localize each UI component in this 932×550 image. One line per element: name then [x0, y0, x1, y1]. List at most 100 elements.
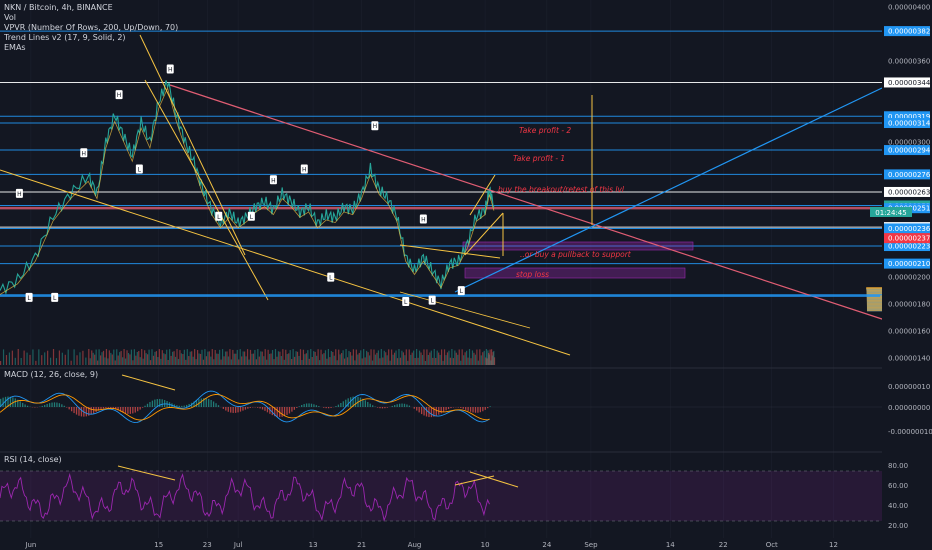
- volume-bar: [108, 350, 110, 365]
- hl-marker: H: [80, 148, 88, 158]
- hl-marker-box: [327, 272, 335, 282]
- indicator-emas[interactable]: EMAs: [4, 43, 26, 52]
- rsi-axis: 80.00 60.00 40.00 20.00: [888, 462, 908, 530]
- volume-bar: [226, 351, 228, 365]
- hl-marker-text: L: [460, 288, 464, 295]
- macd-hist-bar: [9, 396, 12, 407]
- symbol-title[interactable]: NKN / Bitcoin, 4h, BINANCE: [4, 3, 113, 12]
- time-tick-label: Jul: [233, 541, 243, 549]
- indicator-trendlines[interactable]: Trend Lines v2 (17, 9, Solid, 2): [4, 33, 126, 42]
- indicator-vpvr[interactable]: VPVR (Number Of Rows, 200, Up/Down, 70): [4, 23, 179, 32]
- macd-hist-bar: [347, 398, 349, 407]
- macd-hist-bar: [247, 407, 249, 409]
- macd-hist-bar: [291, 407, 293, 412]
- hl-marker-text: H: [302, 166, 307, 173]
- volume-bar: [392, 354, 394, 365]
- macd-hist-bar: [315, 405, 318, 407]
- stop-loss-zone: [464, 267, 686, 279]
- volume-bar: [402, 352, 404, 365]
- volume-bar: [147, 354, 149, 365]
- volume-bar: [105, 349, 108, 365]
- hl-marker: H: [15, 188, 23, 198]
- volume-bar: [313, 351, 315, 365]
- volume-bar: [355, 349, 357, 365]
- indicator-vol[interactable]: Vol: [4, 13, 16, 22]
- hl-marker: L: [428, 295, 436, 305]
- hl-marker-text: L: [27, 295, 31, 302]
- volume-bar: [44, 352, 46, 365]
- volume-bar: [14, 357, 16, 365]
- macd-hist-bar: [281, 407, 283, 417]
- volume-bar: [263, 356, 265, 365]
- macd-hist-bar: [46, 403, 48, 407]
- volume-bar: [276, 356, 278, 365]
- volume-bar: [333, 355, 335, 365]
- price-tick-label: 0.00000344: [888, 79, 931, 87]
- macd-hist-bar: [391, 405, 393, 407]
- volume-bar: [454, 350, 456, 365]
- volume-bar: [488, 354, 490, 365]
- rsi-divergence-line: [117, 465, 176, 481]
- volume-bar: [227, 356, 230, 365]
- macd-tick: 0.00000010: [888, 383, 930, 391]
- volume-bar: [204, 349, 206, 365]
- volume-bar: [388, 349, 390, 365]
- macd-tick: -0.00000010: [888, 428, 932, 436]
- macd-hist-bar: [129, 407, 132, 414]
- volume-bar: [123, 349, 125, 365]
- volume-bar: [202, 359, 205, 365]
- volume-bar: [411, 352, 413, 365]
- macd-hist-bar: [63, 405, 65, 407]
- volume-bar: [335, 349, 337, 365]
- price-axis[interactable]: 0.00000400 0.00000360 0.00000344 0.00000319…: [882, 0, 932, 538]
- macd-hist-bar: [413, 407, 415, 409]
- volume-bar: [286, 354, 288, 365]
- volume-bar: [277, 351, 280, 365]
- volume-bar: [130, 349, 133, 365]
- hl-marker-text: L: [138, 166, 142, 173]
- macd-hist-bar: [460, 407, 462, 409]
- macd-hist-bar: [112, 407, 114, 409]
- macd-hist-bar: [423, 407, 425, 416]
- macd-hist-bar: [305, 403, 308, 407]
- time-tick-label: 15: [154, 541, 163, 549]
- macd-hist-bar: [4, 396, 7, 407]
- volume-bar: [166, 349, 168, 365]
- volume-bar: [17, 349, 19, 365]
- volume-bar: [288, 353, 290, 365]
- volume-bar: [242, 351, 244, 365]
- volume-bar: [170, 355, 172, 365]
- macd-hist-bar: [203, 398, 205, 407]
- volume-bar: [424, 360, 427, 365]
- macd-hist-bar: [48, 403, 51, 407]
- macd-hist-bar: [362, 398, 364, 407]
- hl-marker-box: [457, 286, 465, 296]
- volume-bar: [386, 355, 388, 365]
- macd-hist-bar: [447, 407, 450, 410]
- volume-bar: [141, 349, 143, 365]
- rsi-title[interactable]: RSI (14, close): [4, 455, 62, 464]
- time-tick-label: Aug: [408, 541, 422, 549]
- volume-bar: [370, 349, 372, 365]
- macd-hist-bar: [401, 403, 403, 407]
- macd-title[interactable]: MACD (12, 26, close, 9): [4, 370, 99, 379]
- volume-bar: [117, 355, 119, 365]
- macd-hist-bar: [249, 407, 251, 408]
- volume-bar: [155, 351, 158, 365]
- macd-hist-bar: [56, 402, 58, 407]
- time-axis[interactable]: Jun 15 23 Jul 13 21 Aug 10 24 Sep 14 22 Oct 12: [0, 538, 932, 550]
- volume-bar: [299, 349, 302, 365]
- volume-bar: [179, 350, 181, 365]
- volume-bar: [208, 351, 210, 365]
- hl-marker: L: [457, 286, 465, 296]
- price-tag-bg: [884, 26, 930, 37]
- macd-hist-bar: [7, 396, 9, 407]
- hl-marker-text: H: [117, 92, 122, 99]
- macd-hist-bar: [354, 396, 357, 407]
- macd-hist-bar: [161, 399, 163, 407]
- volume-bar: [132, 360, 134, 365]
- volume-bar: [47, 350, 49, 365]
- volume-bar: [94, 354, 96, 365]
- macd-hist-bar: [141, 407, 144, 408]
